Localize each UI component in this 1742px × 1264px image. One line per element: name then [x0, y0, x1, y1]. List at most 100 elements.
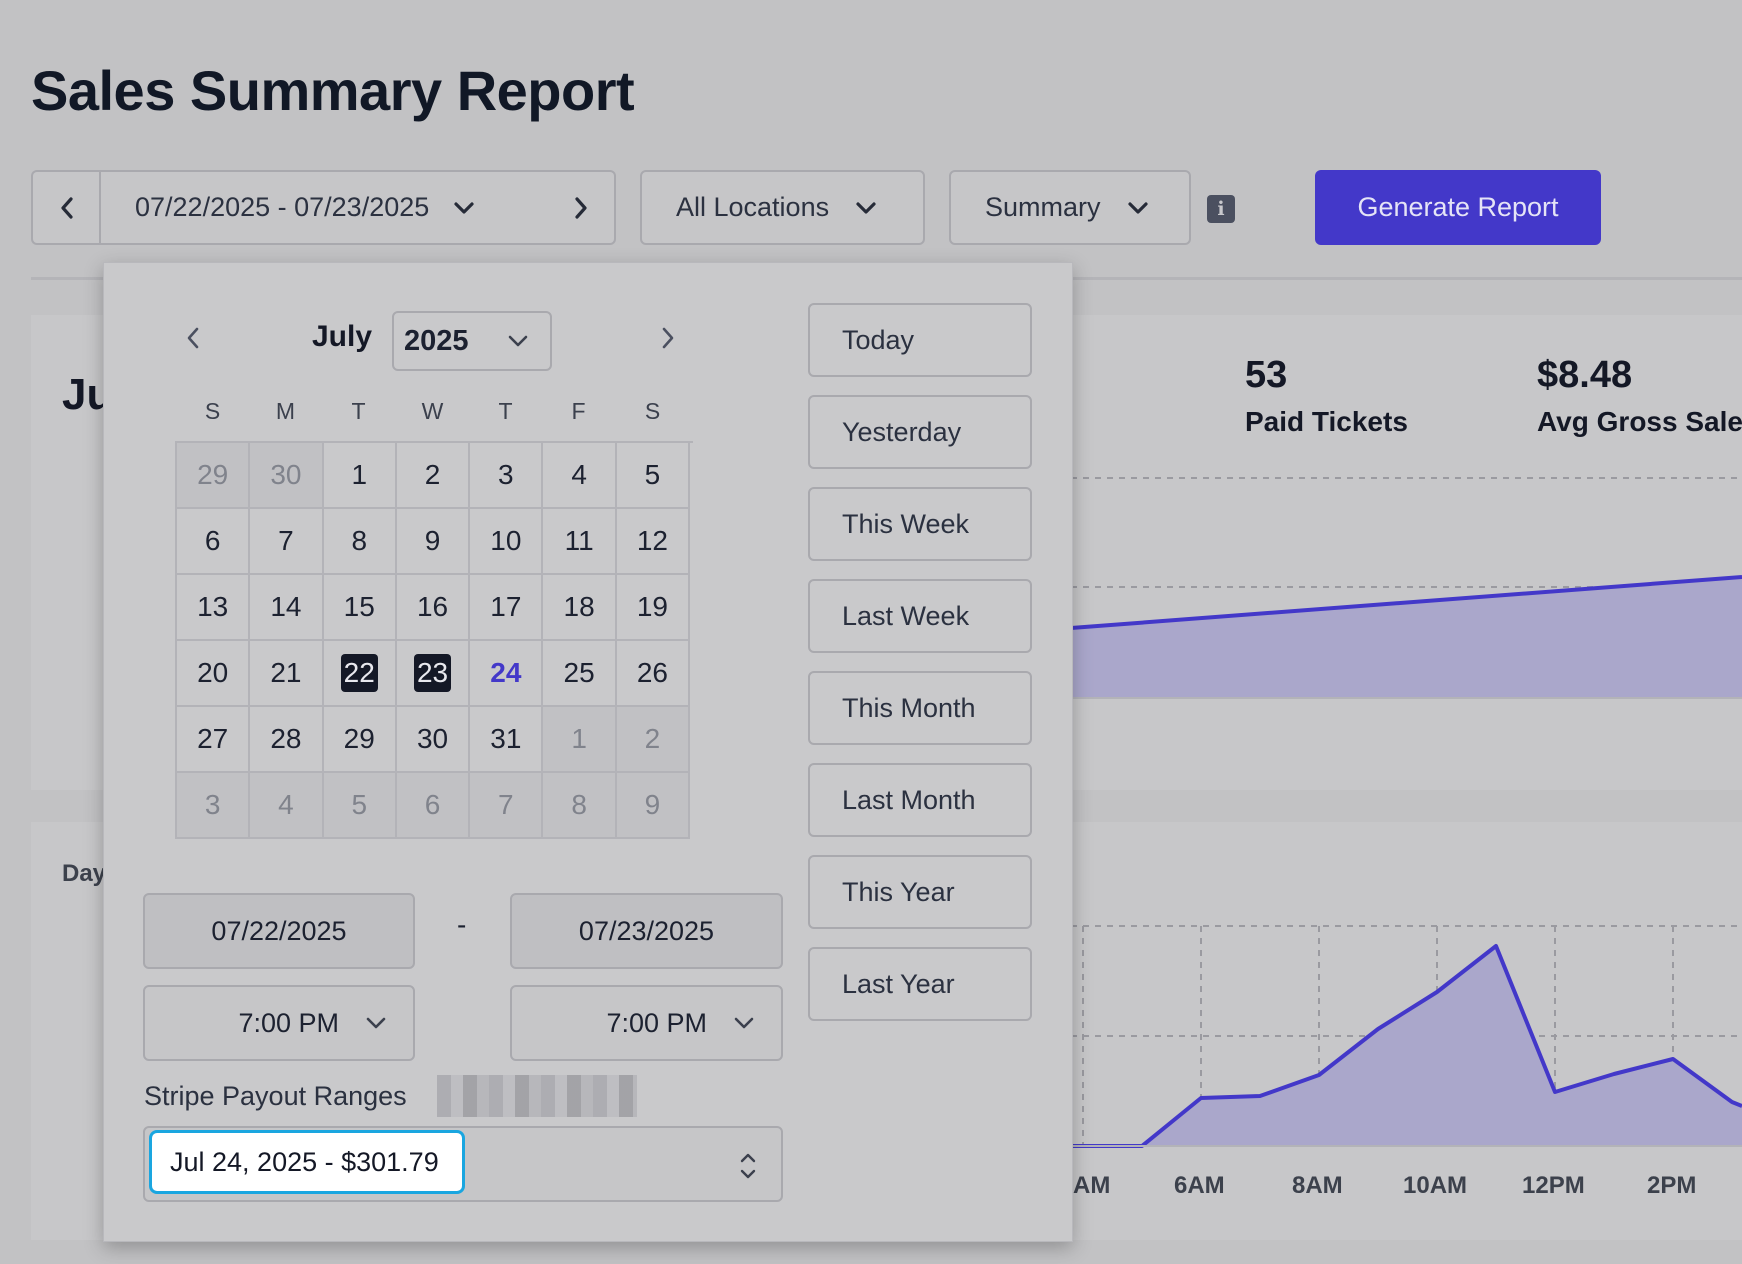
preset-last-year-button[interactable]: Last Year [808, 947, 1032, 1021]
calendar-day[interactable]: 27 [177, 707, 251, 773]
calendar-day[interactable]: 31 [470, 707, 544, 773]
calendar-day[interactable]: 5 [616, 443, 691, 509]
calendar-day-today[interactable]: 24 [470, 641, 544, 707]
calendar-day[interactable]: 1 [323, 443, 397, 509]
end-time-select[interactable]: 7:00 PM [510, 985, 783, 1061]
calendar-day[interactable]: 3 [470, 443, 544, 509]
calendar-day[interactable]: 2 [616, 707, 691, 773]
calendar-day[interactable]: 2 [396, 443, 471, 509]
start-time-select[interactable]: 7:00 PM [143, 985, 415, 1061]
calendar-week: 29 30 1 2 3 4 5 [177, 443, 693, 509]
calendar-week: 20 21 22 23 24 25 26 [177, 641, 693, 707]
calendar-day[interactable]: 12 [616, 509, 691, 575]
preset-last-month-button[interactable]: Last Month [808, 763, 1032, 837]
calendar-day[interactable]: 13 [177, 575, 251, 641]
x-tick-label: 6AM [1174, 1172, 1225, 1199]
calendar-day[interactable]: 29 [177, 443, 251, 509]
calendar-day-selected-end[interactable]: 23 [396, 641, 471, 707]
calendar-day[interactable]: 7 [250, 509, 324, 575]
prev-month-button[interactable] [185, 325, 201, 356]
summary-area-chart [1071, 477, 1742, 699]
calendar-day[interactable]: 19 [616, 575, 691, 641]
calendar-day[interactable]: 26 [616, 641, 691, 707]
avg-gross-sale-value: $8.48 [1537, 354, 1633, 396]
calendar-day-selected-start[interactable]: 22 [323, 641, 397, 707]
calendar-day[interactable]: 17 [470, 575, 544, 641]
x-tick-label: 2PM [1647, 1172, 1697, 1199]
selected-day-label: 23 [413, 654, 452, 692]
payout-range-select[interactable]: Jul 24, 2025 - $301.79 [143, 1126, 783, 1202]
calendar-day[interactable]: 3 [177, 773, 251, 839]
generate-report-button[interactable]: Generate Report [1315, 170, 1601, 245]
calendar-day[interactable]: 10 [470, 509, 544, 575]
date-range-dropdown[interactable]: 07/22/2025 - 07/23/2025 [99, 170, 550, 245]
chevron-left-icon [59, 196, 75, 220]
calendar-day[interactable]: 21 [250, 641, 324, 707]
end-date-input[interactable]: 07/23/2025 [510, 893, 783, 969]
calendar-year-value: 2025 [404, 324, 469, 357]
calendar-day[interactable]: 8 [323, 509, 397, 575]
start-time-value: 7:00 PM [238, 1007, 339, 1038]
calendar-day[interactable]: 25 [543, 641, 617, 707]
chevron-down-icon [508, 335, 527, 347]
weekday-header: T [498, 398, 513, 424]
chevron-right-icon [573, 196, 589, 220]
previous-range-button[interactable] [31, 170, 101, 245]
calendar-day[interactable]: 14 [250, 575, 324, 641]
preset-this-week-button[interactable]: This Week [808, 487, 1032, 561]
next-range-button[interactable] [548, 170, 616, 245]
calendar-year-select[interactable]: 2025 [392, 311, 552, 371]
calendar-week: 6 7 8 9 10 11 12 [177, 509, 693, 575]
location-value: All Locations [676, 192, 830, 222]
date-picker-popup: July 2025 S M T W T F S 29 30 1 2 3 4 5 … [103, 262, 1073, 1242]
chevron-down-icon [453, 201, 475, 215]
payout-range-value: Jul 24, 2025 - $301.79 [170, 1146, 439, 1177]
preset-last-week-button[interactable]: Last Week [808, 579, 1032, 653]
payout-ranges-label: Stripe Payout Ranges [144, 1081, 407, 1111]
calendar-day[interactable]: 20 [177, 641, 251, 707]
calendar-day[interactable]: 30 [396, 707, 471, 773]
calendar-day[interactable]: 5 [323, 773, 397, 839]
calendar-day[interactable]: 30 [250, 443, 324, 509]
calendar-day[interactable]: 4 [543, 443, 617, 509]
calendar-day[interactable]: 6 [396, 773, 471, 839]
calendar-day[interactable]: 11 [543, 509, 617, 575]
chevron-left-icon [187, 327, 199, 349]
calendar-day[interactable]: 18 [543, 575, 617, 641]
calendar-day[interactable]: 9 [616, 773, 691, 839]
redacted-block [437, 1075, 637, 1117]
chevron-down-icon [1127, 201, 1149, 215]
up-down-chevron-icon [740, 1153, 756, 1179]
calendar-day[interactable]: 1 [543, 707, 617, 773]
x-tick-label: AM [1073, 1172, 1111, 1199]
calendar-day[interactable]: 9 [396, 509, 471, 575]
next-month-button[interactable] [660, 325, 676, 356]
report-type-select[interactable]: Summary [949, 170, 1191, 245]
weekday-header: S [204, 398, 221, 424]
end-time-value: 7:00 PM [606, 1007, 707, 1038]
calendar-day[interactable]: 28 [250, 707, 324, 773]
info-icon[interactable]: i [1207, 195, 1235, 223]
calendar-day[interactable]: 16 [396, 575, 471, 641]
preset-yesterday-button[interactable]: Yesterday [808, 395, 1032, 469]
calendar-week: 27 28 29 30 31 1 2 [177, 707, 693, 773]
hourly-area-chart [1071, 925, 1742, 1148]
calendar-day[interactable]: 8 [543, 773, 617, 839]
date-range-separator: - [457, 909, 467, 940]
preset-this-year-button[interactable]: This Year [808, 855, 1032, 929]
calendar-day[interactable]: 7 [470, 773, 544, 839]
calendar-day[interactable]: 6 [177, 509, 251, 575]
calendar-day[interactable]: 4 [250, 773, 324, 839]
x-tick-label: 8AM [1292, 1172, 1343, 1199]
x-tick-label: 10AM [1403, 1172, 1468, 1199]
preset-today-button[interactable]: Today [808, 303, 1032, 377]
calendar-day[interactable]: 29 [323, 707, 397, 773]
location-select[interactable]: All Locations [640, 170, 925, 245]
chevron-down-icon [734, 1017, 754, 1029]
page-title: Sales Summary Report [31, 59, 635, 122]
start-date-input[interactable]: 07/22/2025 [143, 893, 415, 969]
chevron-down-icon [855, 201, 877, 215]
preset-this-month-button[interactable]: This Month [808, 671, 1032, 745]
calendar-day[interactable]: 15 [323, 575, 397, 641]
calendar-month-label: July [312, 320, 373, 353]
